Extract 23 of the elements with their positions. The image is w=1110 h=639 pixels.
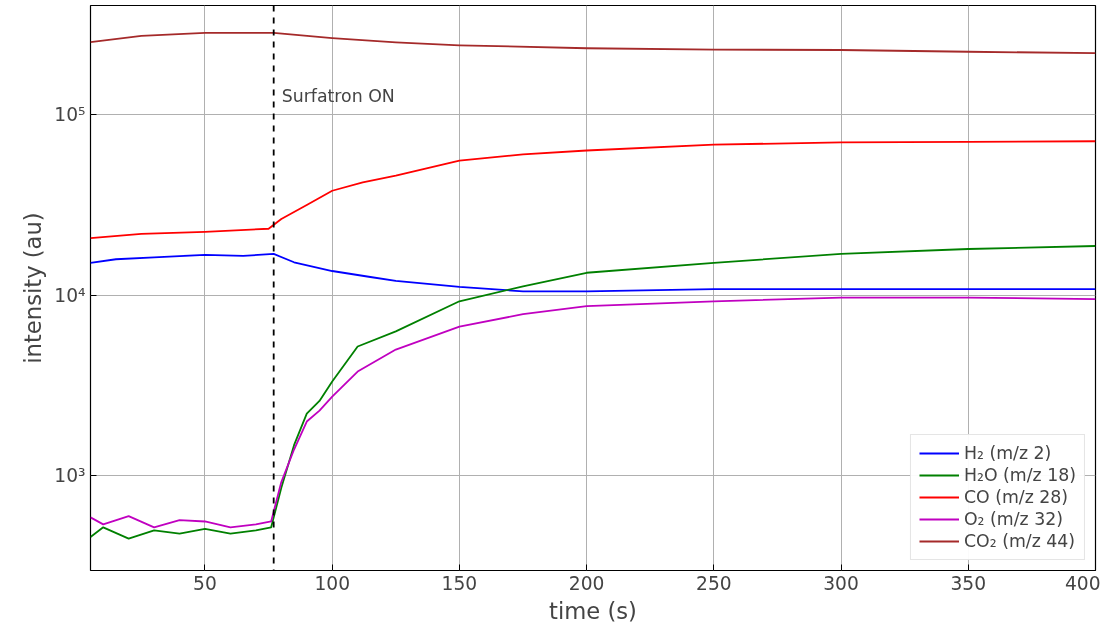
x-tick-label: 100 xyxy=(314,572,351,594)
x-axis-title: time (s) xyxy=(549,597,637,624)
legend-label: H₂ (m/z 2) xyxy=(963,443,1052,463)
y-tick-label: 10⁴ xyxy=(54,284,86,306)
line-series xyxy=(90,32,1096,55)
line-series xyxy=(90,253,1096,293)
x-tick-label: 200 xyxy=(568,572,605,594)
x-tick-label: 150 xyxy=(441,572,478,594)
ref-line-label: Surfatron ON xyxy=(281,85,395,106)
x-tick-label: 50 xyxy=(193,572,217,594)
x-tick-label: 300 xyxy=(823,572,859,594)
legend-label: CO (m/z 28) xyxy=(963,487,1069,507)
line-series xyxy=(90,140,1096,239)
legend-label: O₂ (m/z 32) xyxy=(963,509,1063,529)
y-axis-title: intensity (au) xyxy=(20,212,47,364)
legend-label: H₂O (m/z 18) xyxy=(963,465,1076,485)
x-tick-label: 350 xyxy=(950,572,987,594)
x-tick-label: 250 xyxy=(696,572,732,594)
x-tick-label: 400 xyxy=(1064,572,1101,594)
y-tick-label: 10⁵ xyxy=(54,103,86,125)
y-tick-label: 10³ xyxy=(54,465,86,487)
legend-label: CO₂ (m/z 44) xyxy=(963,531,1076,551)
line-series xyxy=(90,296,1096,529)
